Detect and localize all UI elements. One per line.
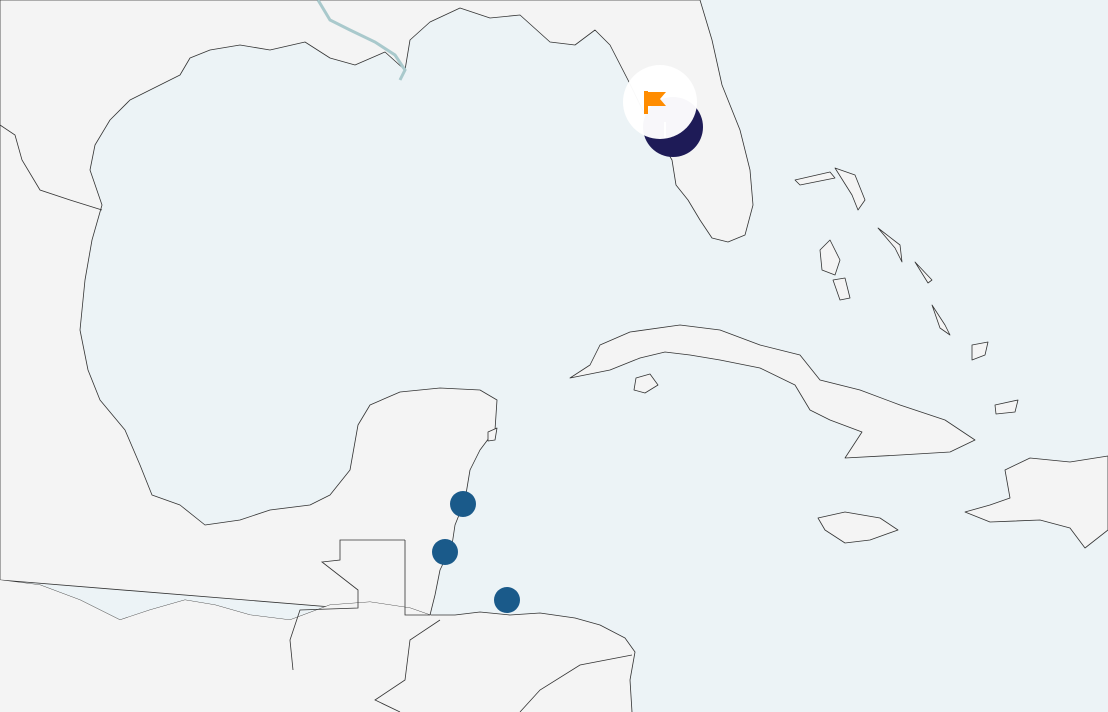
island-isla-juventud — [633, 373, 659, 394]
border-texas-mexico — [0, 124, 103, 211]
island-acklins — [971, 341, 989, 361]
marker-florida-cluster[interactable] — [623, 65, 703, 157]
marker-belize-south[interactable] — [432, 539, 458, 565]
island-inagua — [994, 399, 1019, 415]
island-hispaniola — [964, 455, 1108, 549]
border-honduras — [374, 619, 441, 712]
island-grand-bahama — [794, 171, 836, 186]
land-north-central-america — [0, 0, 754, 712]
land-central-america-fill — [0, 580, 632, 712]
island-eleuthera — [877, 227, 903, 263]
island-andros — [819, 239, 841, 276]
border-guatemala-mexico — [289, 539, 405, 671]
island-cuba — [569, 324, 976, 459]
island-long — [931, 304, 951, 336]
marker-belize-north[interactable] — [450, 491, 476, 517]
flag-icon — [644, 91, 666, 114]
island-bahamas-2 — [832, 277, 851, 301]
island-cozumel — [487, 427, 498, 442]
marker-bay-islands[interactable] — [494, 587, 520, 613]
island-exuma — [914, 261, 933, 284]
border-nicaragua — [519, 654, 633, 712]
river-mississippi — [316, 0, 407, 81]
island-jamaica — [817, 511, 899, 544]
island-abaco — [834, 167, 866, 211]
border-belize — [404, 540, 430, 616]
